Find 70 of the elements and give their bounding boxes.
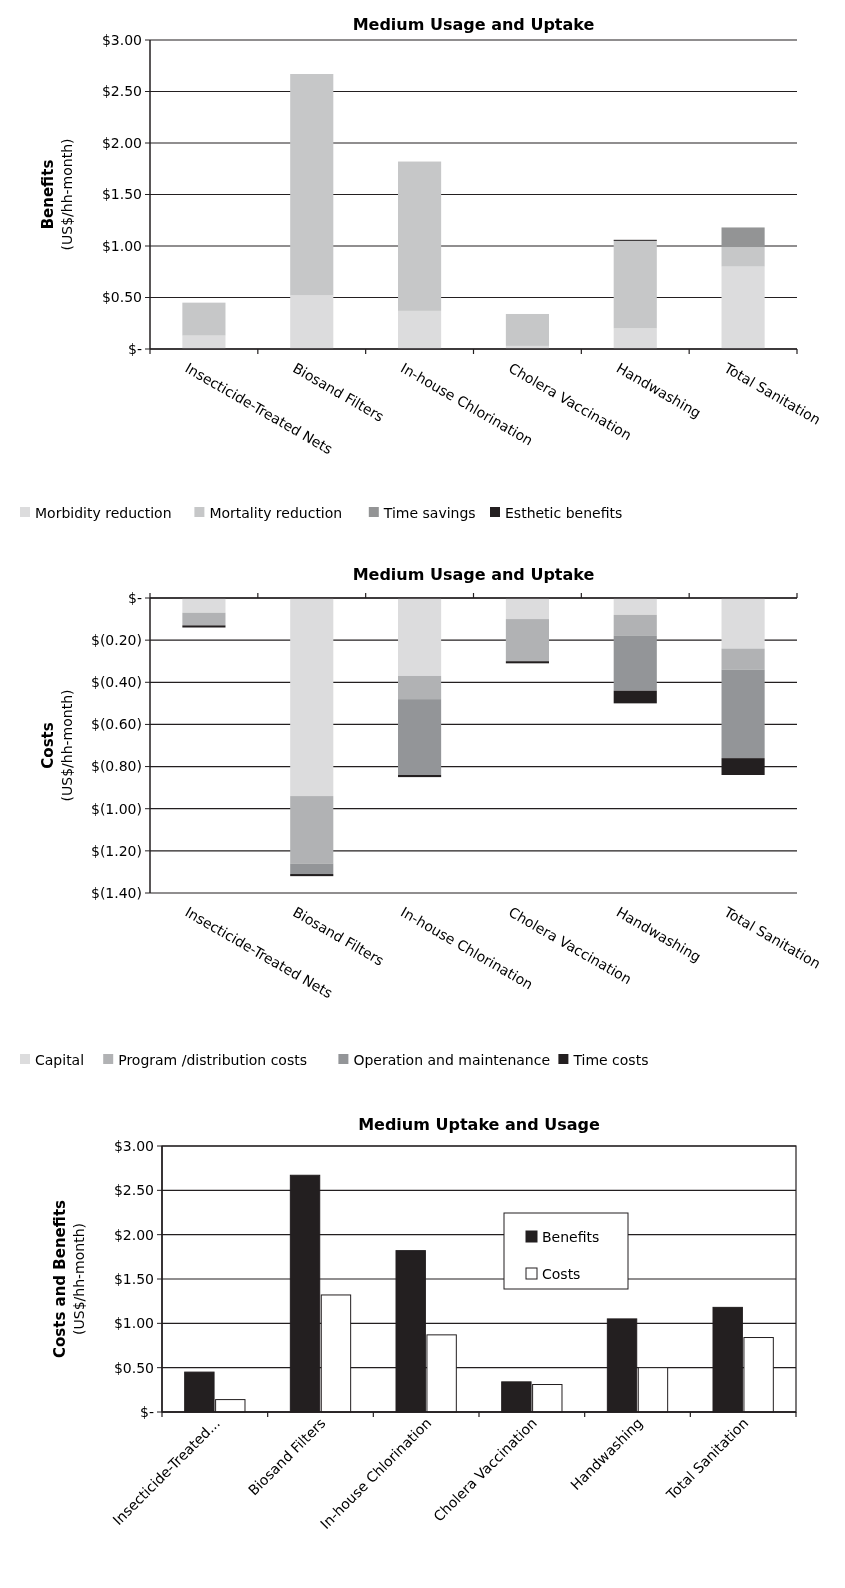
y-axis-title: Benefits (US$/hh-month) [39,138,75,251]
bar [182,302,226,336]
bar [505,598,549,620]
legend-label: Esthetic benefits [505,504,623,521]
y-tick-label: $- [128,340,142,357]
bar [505,661,549,664]
y-tick-label: $(1.00) [90,800,142,817]
bar [721,669,765,759]
y-tick-label: $1.00 [113,1315,154,1332]
bar [290,796,334,864]
y-tick-label: $1.50 [113,1270,154,1287]
bar [613,690,657,704]
y-tick-label: $2.50 [101,83,142,100]
legend-label: Mortality reduction [209,504,343,521]
y-axis-title: Costs and Benefits (US$/hh-month) [51,1199,87,1358]
legend-label: Operation and maintenance [353,1051,551,1068]
bar [613,635,657,691]
y-tick-label: $(1.20) [90,842,142,859]
bar [398,310,442,349]
bar [721,247,765,267]
bar [613,614,657,636]
y-tick-label: $2.00 [101,134,142,151]
chart-title: Medium Usage and Uptake [352,565,595,584]
bar [182,625,226,628]
y-axis-title: Costs (US$/hh-month) [39,689,75,802]
bar [613,240,657,329]
bar [398,699,442,775]
legend-label: Morbidity reduction [35,504,172,521]
bar [721,266,765,349]
y-tick-label: $- [140,1403,154,1420]
bar [613,328,657,349]
y-tick-label: $3.00 [113,1137,154,1154]
bar [398,598,442,676]
bar [721,227,765,248]
bar [398,775,442,778]
y-tick-label: $2.00 [113,1226,154,1243]
chart-title: Medium Usage and Uptake [352,15,595,34]
bar [182,612,226,626]
bar [290,295,334,349]
bar [721,648,765,670]
y-tick-label: $0.50 [101,289,142,306]
bar [290,863,334,875]
y-tick-label: $3.00 [101,31,142,48]
y-tick-label: $(0.20) [90,632,142,649]
y-tick-label: $- [128,589,142,606]
bar [290,598,334,797]
legend-label: Capital [35,1051,85,1068]
chart-title: Medium Uptake and Usage [358,1115,600,1134]
bar [182,598,226,613]
y-tick-label: $2.50 [113,1182,154,1199]
y-tick-label: $1.50 [101,186,142,203]
legend-label: Time savings [382,504,476,521]
y-tick-label: $0.50 [113,1359,154,1376]
y-tick-label: $(0.40) [90,674,142,691]
legend-label: Benefits [542,1228,600,1245]
bar [290,73,334,296]
y-tick-label: $(0.80) [90,758,142,775]
legend-label: Costs [542,1265,581,1282]
bar [398,675,442,700]
y-tick-label: $1.00 [101,237,142,254]
legend-label: Time costs [572,1051,649,1068]
bar [721,598,765,649]
legend-label: Program /distribution costs [118,1051,308,1068]
bar [398,161,442,311]
y-tick-label: $(0.60) [90,716,142,733]
bar [613,598,657,615]
y-tick-label: $(1.40) [90,884,142,901]
bar [290,874,334,877]
bar [505,619,549,662]
bar [505,313,549,346]
